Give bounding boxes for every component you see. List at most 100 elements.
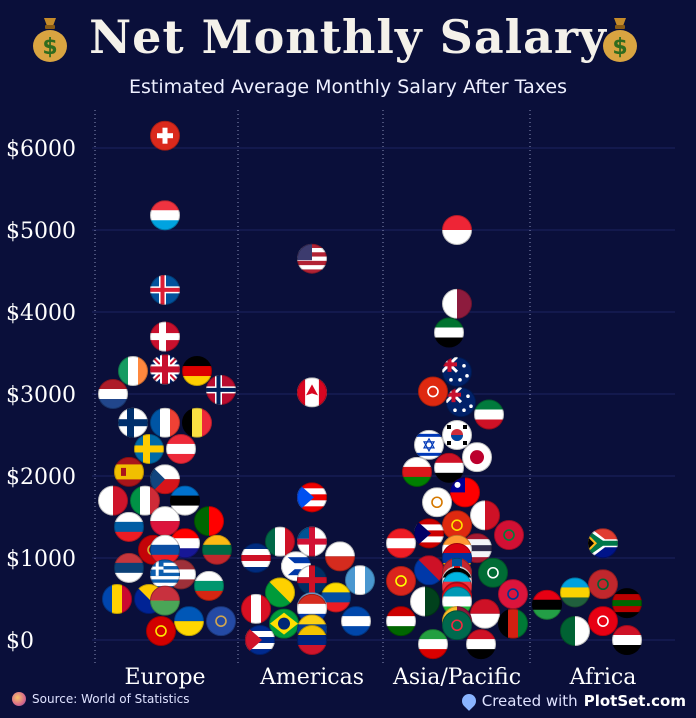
flag-point-netherlands: Netherlands bbox=[98, 379, 128, 409]
flag-point-syria: Syria bbox=[466, 629, 496, 660]
flag-point-luxembourg: Luxembourg bbox=[150, 200, 180, 231]
money-bag-icon: $ bbox=[603, 18, 637, 62]
flag-point-ireland: Ireland bbox=[118, 356, 148, 387]
flag-point-kosovo: Kosovo bbox=[206, 606, 236, 637]
flag-point-estonia: Estonia bbox=[170, 485, 200, 516]
page-title: Net Monthly Salary bbox=[89, 10, 607, 64]
flag-point-puerto-rico: Puerto Rico bbox=[297, 482, 327, 513]
flag-point-philippines: Philippines bbox=[414, 555, 444, 586]
flag-point-bangladesh: Bangladesh bbox=[442, 610, 472, 641]
flag-point-dominican-rep-: Dominican Rep. bbox=[297, 565, 327, 596]
flag-point-el-salvador: El Salvador bbox=[341, 606, 371, 637]
flag-point-lithuania: Lithuania bbox=[202, 534, 232, 565]
flag-point-mexico: Mexico bbox=[265, 526, 295, 557]
flag-point-singapore: Singapore bbox=[442, 215, 472, 245]
flag-point-israel: Israel bbox=[414, 429, 444, 460]
flag-point-cyprus: Cyprus bbox=[422, 487, 452, 518]
flag-point-afghanistan: Afghanistan bbox=[498, 608, 528, 639]
flag-point-finland: Finland bbox=[118, 407, 148, 438]
flag-point-algeria: Algeria bbox=[560, 615, 590, 646]
category-label: Asia/Pacific bbox=[392, 665, 521, 690]
flag-point-belgium: Belgium bbox=[182, 407, 212, 438]
flag-point-iraq: Iraq bbox=[434, 452, 464, 483]
y-tick-label: $1000 bbox=[6, 547, 76, 572]
flag-point-jamaica: Jamaica bbox=[265, 577, 295, 608]
header: $ Net Monthly Salary $ bbox=[0, 4, 696, 70]
flag-point-france: France bbox=[150, 407, 180, 438]
flag-point-panama: Panama bbox=[297, 526, 327, 557]
flag-point-malaysia: Malaysia bbox=[414, 518, 444, 549]
flag-point-canada: Canada bbox=[297, 377, 327, 408]
flag-point-italy: Italy bbox=[130, 485, 160, 516]
flag-point-rwanda: Rwanda bbox=[560, 577, 590, 608]
flag-point-denmark: Denmark bbox=[150, 321, 180, 352]
flag-point-egypt: Egypt bbox=[612, 625, 642, 655]
flag-point-oman: Oman bbox=[402, 456, 432, 487]
salary-chart: $0 $1000 $2000 $3000 $4000 $5000 $6000 Europe Am… bbox=[6, 110, 675, 690]
flag-point-portugal: Portugal bbox=[194, 506, 224, 537]
flag-point-belarus: Belarus bbox=[150, 585, 180, 616]
flag-point-slovenia: Slovenia bbox=[114, 511, 144, 542]
flag-point-costa-rica: Costa Rica bbox=[241, 543, 271, 573]
flag-point-chile: Chile bbox=[325, 541, 355, 572]
flag-point-united-states: United States bbox=[297, 243, 327, 274]
flag-point-brazil: Brazil bbox=[269, 608, 299, 639]
flag-point-uruguay: Uruguay bbox=[281, 551, 311, 582]
plotset-brand[interactable]: PlotSet.com bbox=[583, 692, 686, 710]
y-tick-label: $5000 bbox=[6, 219, 76, 244]
flag-point-czech-republic: Czech Republic bbox=[150, 464, 180, 495]
flag-point-germany: Germany bbox=[182, 356, 212, 387]
y-tick-label: $2000 bbox=[6, 465, 76, 490]
flag-point-norway: Norway bbox=[206, 374, 236, 405]
flag-point-poland: Poland bbox=[150, 506, 180, 537]
svg-text:$: $ bbox=[42, 35, 57, 60]
flag-point-austria: Austria bbox=[166, 433, 196, 464]
y-tick-label: $4000 bbox=[6, 301, 76, 326]
flag-point-lebanon: Lebanon bbox=[386, 528, 416, 559]
money-bag-icon: $ bbox=[33, 18, 67, 62]
svg-text:$: $ bbox=[612, 35, 627, 60]
flag-point-guatemala: Guatemala bbox=[345, 565, 375, 596]
flag-point-serbia: Serbia bbox=[114, 552, 144, 583]
flag-point-kenya: Kenya bbox=[612, 588, 642, 619]
flag-point-switzerland: Switzerland bbox=[150, 120, 180, 151]
flag-point-tajikistan: Tajikistan bbox=[386, 606, 416, 637]
flag-point-spain: Spain bbox=[114, 456, 144, 487]
flag-point-hong-kong: Hong Kong bbox=[418, 376, 448, 407]
flag-point-north-macedonia: North Macedonia bbox=[146, 615, 176, 646]
source-text: Source: World of Statistics bbox=[32, 692, 190, 706]
source-note: Source: World of Statistics bbox=[12, 692, 190, 706]
flag-point-australia: Australia bbox=[442, 356, 472, 387]
flag-point-sweden: Sweden bbox=[134, 433, 164, 464]
flag-point-uae: UAE bbox=[434, 317, 464, 348]
flag-point-ukraine: Ukraine bbox=[174, 606, 204, 637]
flag-point-cuba: Cuba bbox=[245, 625, 275, 655]
created-with[interactable]: Created with PlotSet.com bbox=[458, 691, 686, 711]
flag-point-moldova: Moldova bbox=[102, 584, 132, 614]
flag-point-morocco: Morocco bbox=[588, 569, 618, 600]
flag-point-united-kingdom: United Kingdom bbox=[150, 354, 180, 385]
flag-point-saudi-arabia: Saudi Arabia bbox=[478, 557, 508, 588]
flag-point-bahrain: Bahrain bbox=[470, 500, 500, 531]
flag-point-kuwait: Kuwait bbox=[474, 399, 504, 430]
flag-point-japan: Japan bbox=[462, 442, 492, 473]
flag-point-qatar: Qatar bbox=[442, 288, 472, 319]
flag-point-pakistan: Pakistan bbox=[410, 586, 440, 617]
flag-point-venezuela: Venezuela bbox=[297, 625, 327, 655]
flag-point-tunisia: Tunisia bbox=[588, 606, 618, 637]
flag-point-iceland: Iceland bbox=[150, 274, 180, 305]
flag-point-malta: Malta bbox=[98, 485, 128, 516]
flag-point-taiwan: Taiwan bbox=[450, 477, 480, 508]
flag-point-peru: Peru bbox=[241, 593, 271, 624]
location-pin-icon bbox=[458, 691, 479, 711]
flag-point-south-africa: South Africa bbox=[588, 528, 618, 559]
subtitle: Estimated Average Monthly Salary After T… bbox=[129, 76, 567, 98]
flag-point-iran: Iran bbox=[418, 629, 448, 660]
y-tick-label: $6000 bbox=[6, 137, 76, 162]
flag-point-bulgaria: Bulgaria bbox=[194, 570, 224, 601]
flag-point-new-zealand: New Zealand bbox=[446, 387, 476, 418]
globe-icon bbox=[12, 692, 26, 706]
flag-point-vietnam: Vietnam bbox=[386, 565, 416, 596]
y-tick-label: $0 bbox=[6, 629, 34, 654]
flag-point-south-korea: South Korea bbox=[442, 420, 472, 450]
